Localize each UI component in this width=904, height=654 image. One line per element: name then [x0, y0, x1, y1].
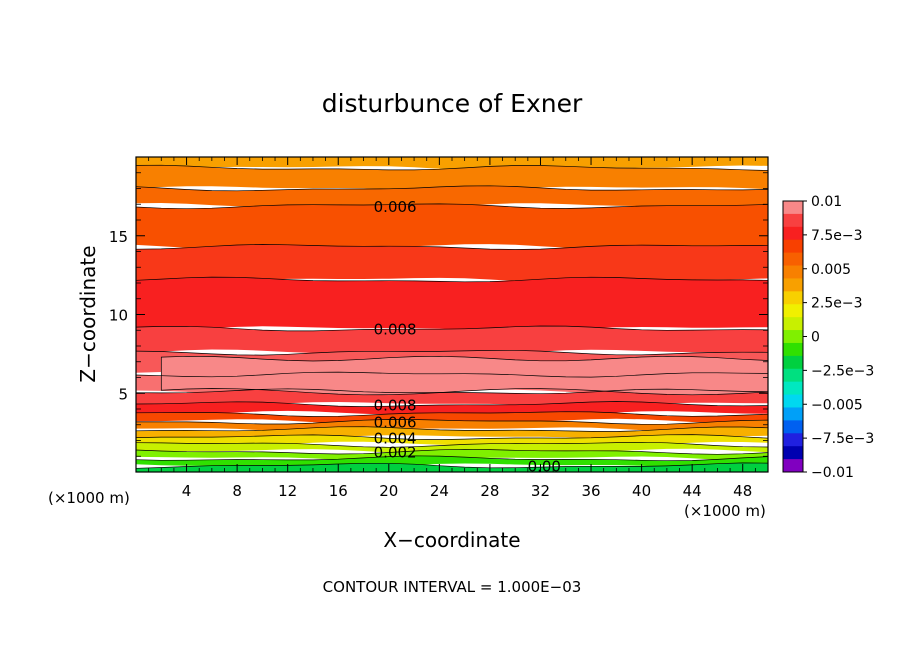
x-tick-label: 4	[182, 482, 192, 500]
contour-label: 0.00	[528, 458, 561, 476]
colorbar-swatch	[783, 394, 803, 408]
contour-label: 0.008	[374, 396, 417, 414]
colorbar-tick-label: 0.005	[811, 262, 851, 278]
contour-lines	[135, 164, 769, 469]
x-unit-label-right: (×1000 m)	[684, 502, 766, 520]
contour-fill-bands	[136, 157, 769, 472]
colorbar-swatch	[783, 265, 803, 279]
contour-line	[135, 462, 769, 469]
contour-line	[136, 419, 769, 425]
colorbar: 0.01 7.5e−3 0.005 2.5e−3 0 −2.5e−3 −0.005 −7.5e…	[782, 194, 874, 481]
y-tick-label: 5	[118, 385, 128, 403]
contour-line	[135, 388, 769, 395]
contour-line	[135, 203, 769, 210]
contour-band	[136, 326, 768, 355]
y-tick-label: 10	[109, 307, 128, 325]
colorbar-tick-label: 0	[811, 330, 820, 346]
contour-line	[135, 276, 769, 283]
y-axis: 5 10 15	[109, 172, 768, 457]
y-axis-label: Z−coordinate	[76, 245, 100, 382]
contour-line	[135, 185, 769, 192]
colorbar-swatch	[783, 433, 803, 447]
contour-line	[135, 371, 769, 378]
contour-line	[135, 441, 769, 448]
colorbar-swatch	[783, 278, 803, 292]
x-tick-label: 44	[683, 482, 702, 500]
x-tick-label: 24	[430, 482, 449, 500]
colorbar-swatch	[783, 239, 803, 254]
x-tick-label: 12	[278, 482, 297, 500]
contour-line	[135, 244, 769, 250]
x-axis-label: X−coordinate	[383, 528, 520, 552]
x-tick-label: 48	[733, 482, 752, 500]
colorbar-tick-label: 7.5e−3	[811, 228, 863, 244]
colorbar-tick-label: −0.01	[811, 465, 854, 481]
colorbar-swatch	[783, 252, 803, 267]
colorbar-swatch	[783, 342, 803, 357]
x-tick-label: 20	[379, 482, 398, 500]
contour-line	[135, 448, 769, 455]
contour-line	[135, 349, 769, 356]
colorbar-tick-label: −7.5e−3	[811, 431, 874, 447]
x-tick-label: 32	[531, 482, 550, 500]
contour-band	[136, 165, 768, 192]
x-tick-label: 28	[480, 482, 499, 500]
colorbar-swatch	[783, 459, 803, 473]
colorbar-swatch	[783, 368, 803, 383]
colorbar-tick-label: 2.5e−3	[811, 296, 863, 312]
contour-band	[136, 244, 768, 283]
contour-label: 0.002	[374, 444, 417, 462]
colorbar-swatch	[783, 381, 803, 396]
colorbar-swatch	[783, 446, 803, 460]
contour-line	[135, 434, 769, 440]
contour-band	[136, 462, 768, 472]
contour-line	[135, 411, 769, 417]
colorbar-swatch	[783, 407, 803, 421]
colorbar-swatch	[783, 304, 803, 318]
contour-label: 0.004	[374, 429, 417, 447]
colorbar-swatch	[783, 291, 803, 305]
contour-band	[136, 449, 768, 462]
colorbar-swatch	[783, 355, 803, 370]
contour-band	[136, 411, 768, 424]
colorbar-swatch	[783, 201, 803, 215]
colorbar-swatch	[783, 226, 803, 241]
x-tick-label: 40	[632, 482, 651, 500]
contour-band	[136, 203, 768, 250]
contour-band	[136, 277, 768, 332]
contour-label: 0.008	[374, 321, 417, 339]
x-axis: 4 8 12 16 20 24 28 32 36 40 44 48	[148, 157, 756, 500]
x-tick-label: 16	[329, 482, 348, 500]
contour-line	[135, 325, 769, 332]
y-tick-label: 15	[109, 228, 128, 246]
x-tick-label: 36	[581, 482, 600, 500]
colorbar-tick-label: −2.5e−3	[811, 363, 874, 379]
colorbar-swatch	[783, 213, 803, 228]
colorbar-swatch	[783, 330, 803, 344]
contour-band	[136, 401, 768, 416]
chart-title: disturbunce of Exner	[322, 89, 583, 118]
contour-line	[135, 426, 769, 432]
colorbar-swatch	[783, 420, 803, 434]
contour-label: 0.006	[374, 198, 417, 216]
contour-band	[136, 157, 768, 171]
contour-line	[135, 401, 769, 407]
contour-band	[136, 185, 768, 209]
contour-interval-note: CONTOUR INTERVAL = 1.000E−03	[323, 578, 582, 596]
colorbar-tick-label: −0.005	[811, 397, 863, 413]
contour-line	[135, 455, 769, 462]
x-unit-label-left: (×1000 m)	[48, 489, 130, 507]
contour-label: 0.006	[374, 414, 417, 432]
colorbar-tick-label: 0.01	[811, 194, 842, 210]
contour-line	[135, 164, 769, 171]
x-tick-label: 8	[232, 482, 242, 500]
colorbar-swatch	[783, 317, 803, 331]
